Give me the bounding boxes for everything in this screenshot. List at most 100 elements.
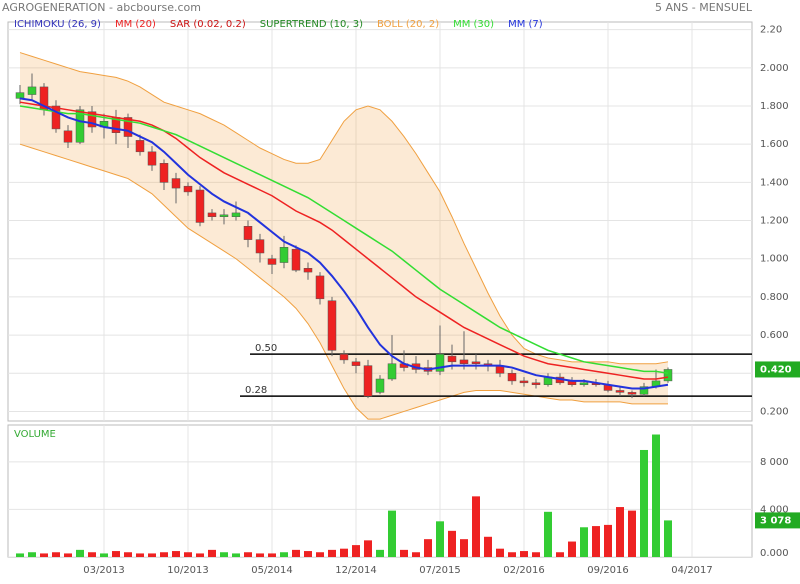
last-value-label: 0.420: [760, 364, 792, 375]
volume-bar: [628, 510, 636, 557]
volume-bar: [436, 521, 444, 557]
volume-bar: [304, 551, 312, 557]
volume-bar: [652, 434, 660, 557]
volume-bar: [412, 552, 420, 557]
volume-bar: [508, 552, 516, 557]
volume-bar: [664, 520, 672, 557]
candle-body: [123, 117, 133, 137]
legend-entry: SUPERTREND (10, 3): [260, 19, 363, 30]
y-tick-label: 0.600: [760, 330, 789, 341]
indicator-line: [19, 105, 669, 375]
y-tick-label: 0.800: [760, 292, 789, 303]
volume-bar: [148, 553, 156, 557]
legend-entry: MM (7): [508, 19, 543, 30]
volume-bar: [568, 541, 576, 557]
candle-body: [291, 248, 301, 271]
last-value-box: [755, 512, 800, 529]
band-line: [19, 143, 668, 420]
volume-bar: [124, 552, 132, 557]
volume-bar: [136, 553, 144, 557]
y-tick-label: 0.200: [760, 406, 789, 417]
candle-body: [171, 178, 181, 189]
volume-plot: [8, 425, 752, 557]
legend-entry: ICHIMOKU (26, 9): [14, 19, 101, 30]
volume-bar: [616, 507, 624, 557]
legend-entry: MM (20): [115, 19, 156, 30]
volume-bar: [352, 545, 360, 557]
candle-body: [663, 369, 673, 382]
volume-bar: [244, 552, 252, 557]
volume-bar: [340, 548, 348, 557]
x-tick-label: 10/2013: [167, 565, 209, 576]
volume-bar: [400, 549, 408, 557]
volume-bar: [184, 552, 192, 557]
volume-bar: [448, 530, 456, 557]
volume-bar: [64, 553, 72, 557]
volume-bar: [268, 553, 276, 557]
price-panel: [7, 21, 753, 422]
y-tick-label: 4 000: [760, 504, 789, 515]
candle-body: [159, 163, 169, 183]
y-tick-label: 1.600: [760, 139, 789, 150]
candle-body: [327, 300, 337, 351]
candle-body: [459, 359, 469, 364]
volume-title: VOLUME: [14, 429, 56, 440]
candle-body: [639, 386, 649, 395]
volume-bar: [160, 552, 168, 557]
band-fill: [20, 52, 668, 420]
candle-body: [51, 105, 61, 130]
indicator-line: [19, 97, 669, 390]
volume-bar: [580, 527, 588, 557]
candle-body: [435, 353, 445, 372]
volume-bar: [28, 552, 36, 557]
volume-bar: [424, 539, 432, 557]
x-tick-label: 03/2013: [83, 565, 125, 576]
volume-bar: [196, 553, 204, 557]
volume-bar: [112, 551, 120, 557]
level-label: 0.28: [245, 385, 267, 396]
legend-entry: MM (30): [453, 19, 494, 30]
x-tick-label: 04/2017: [671, 565, 713, 576]
volume-bar: [544, 511, 552, 557]
candle-body: [387, 363, 397, 380]
candle-body: [351, 361, 361, 366]
volume-bar: [16, 553, 24, 557]
overlay: 0.2000.4000.6000.8001.0001.2001.4001.600…: [14, 19, 800, 576]
candle-body: [207, 212, 217, 217]
candle-body: [135, 140, 145, 153]
volume-bar: [52, 552, 60, 557]
volume-bar: [232, 553, 240, 557]
volume-bar: [76, 549, 84, 557]
x-tick-label: 02/2016: [503, 565, 545, 576]
volume-bar: [520, 551, 528, 557]
volume-bar: [88, 552, 96, 557]
candle-body: [183, 185, 193, 193]
chart-title: AGROGENERATION - abcbourse.com: [2, 1, 201, 14]
candle-body: [531, 382, 541, 385]
candle-body: [315, 275, 325, 300]
volume-bar: [292, 549, 300, 557]
candle-body: [27, 86, 37, 95]
volume-bar: [604, 524, 612, 557]
candle-body: [375, 378, 385, 393]
volume-bar: [532, 552, 540, 557]
volume-bar: [172, 551, 180, 557]
candle-body: [255, 239, 265, 254]
level-label: 0.50: [255, 343, 277, 354]
y-tick-label: 1.400: [760, 177, 789, 188]
volume-bar: [316, 552, 324, 557]
candle-body: [627, 392, 637, 395]
candle-body: [219, 214, 229, 217]
last-value-box: [755, 361, 800, 378]
x-tick-label: 09/2016: [587, 565, 629, 576]
volume-bar: [472, 496, 480, 557]
price-plot: [8, 22, 752, 421]
y-tick-label: 1.200: [760, 216, 789, 227]
candle-body: [243, 226, 253, 240]
candle-body: [267, 258, 277, 265]
candle-body: [615, 390, 625, 393]
volume-bar: [208, 549, 216, 557]
candle-body: [87, 111, 97, 128]
